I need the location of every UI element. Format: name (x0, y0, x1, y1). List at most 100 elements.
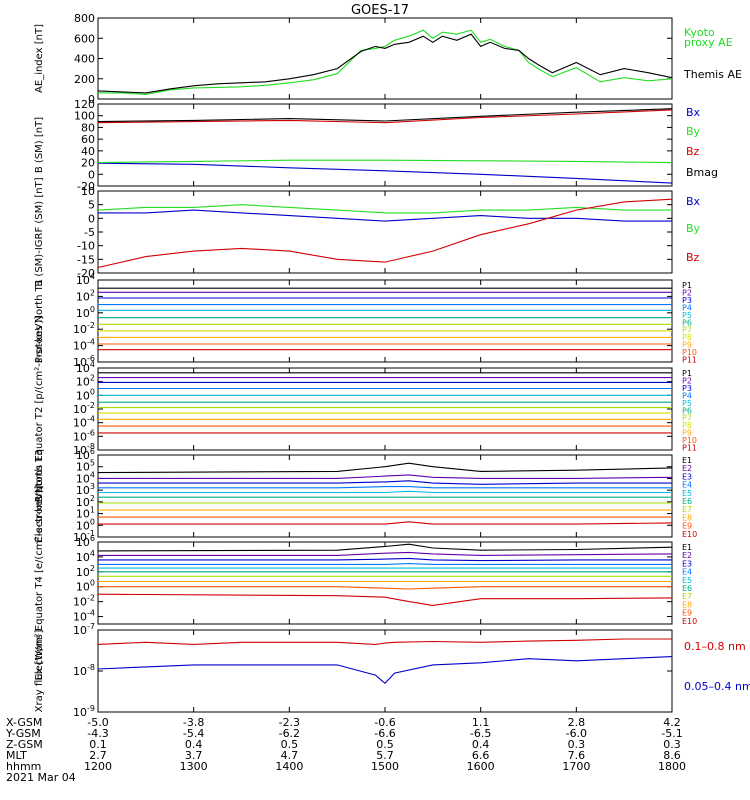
y-tick-label: 102 (76, 564, 95, 579)
legend-label: P10 (682, 436, 697, 445)
legend-label: E6 (682, 584, 692, 593)
panel-frame (97, 103, 673, 187)
x-axis-value: 2.8 (568, 716, 586, 729)
y-tick-label: 104 (76, 272, 95, 287)
series-line-e1 (97, 462, 673, 474)
y-tick-label: 0 (88, 212, 95, 225)
y-axis-label: B (SM) [nT] (34, 117, 45, 173)
legend-label: E8 (682, 600, 692, 609)
legend-label: E2 (682, 464, 692, 473)
legend-label: P2 (682, 376, 692, 385)
y-tick-label: 0 (88, 168, 95, 181)
y-tick-label: -20 (77, 267, 95, 280)
y-tick-label: 106 (76, 534, 95, 549)
x-axis-value: 1300 (180, 760, 208, 773)
y-axis-label: B (SM)-IGRF (SM) [nT] (34, 177, 45, 286)
series-line-e1 (97, 543, 673, 552)
x-axis-value: -6.2 (279, 727, 300, 740)
legend-label: P9 (682, 341, 692, 350)
x-axis-value: 4.7 (281, 749, 299, 762)
legend-label: 0.1–0.8 nm (684, 640, 746, 653)
y-tick-label: 100 (76, 387, 95, 402)
legend-label: E10 (682, 530, 697, 539)
legend-label: 0.05–0.4 nm (684, 680, 750, 693)
panel-frame (97, 367, 673, 451)
panel-frame (97, 629, 673, 713)
series-line-e9 (98, 586, 672, 590)
x-axis-value: -5.1 (661, 727, 682, 740)
x-axis-value: 0.1 (89, 738, 107, 751)
x-axis-value: 1800 (658, 760, 686, 773)
y-tick-label: 103 (76, 482, 95, 497)
y-axis-label: Xray flux [W/m²] (34, 630, 45, 713)
y-tick-label: 10-1 (73, 529, 95, 544)
legend-label: Bmag (686, 166, 718, 179)
series-line-bz (97, 198, 673, 269)
y-tick-label: 102 (76, 494, 95, 509)
y-tick-label: -15 (77, 253, 95, 266)
legend-label: E6 (682, 497, 692, 506)
legend-label: Bz (686, 145, 700, 158)
y-tick-label: 10-2 (73, 321, 95, 336)
series-line-bx (98, 209, 672, 222)
legend-label: E9 (682, 522, 692, 531)
panel-frame (97, 190, 673, 274)
legend-label: P8 (682, 333, 692, 342)
legend-label: P6 (682, 318, 692, 327)
series-line-e3 (98, 557, 672, 562)
x-axis-value: 0.5 (376, 738, 394, 751)
legend-label: P1 (682, 281, 692, 290)
legend-label: Themis AE (683, 68, 742, 81)
x-axis-value: 1.1 (472, 716, 490, 729)
legend-label: P11 (682, 356, 697, 365)
x-axis-label-zgsm: Z-GSM (6, 738, 43, 751)
x-axis-value: -4.3 (87, 727, 108, 740)
series-line-bz (97, 109, 673, 124)
y-axis-label: Electrons North T3 (34, 449, 45, 542)
legend-label: By (686, 125, 701, 138)
y-tick-label: -20 (77, 180, 95, 193)
legend-label: P11 (682, 444, 697, 453)
legend-label: E4 (682, 481, 692, 490)
y-axis-label: AE_index [nT] (34, 24, 45, 93)
x-axis-value: 2.7 (89, 749, 107, 762)
series-line-e10 (98, 521, 673, 525)
x-axis-value: 1400 (275, 760, 303, 773)
x-axis-value: -6.6 (374, 727, 395, 740)
x-axis-value: 1700 (562, 760, 590, 773)
legend-label: P3 (682, 384, 692, 393)
x-axis-value: -0.6 (374, 716, 395, 729)
legend-label: E3 (682, 472, 692, 481)
legend-label: E3 (682, 559, 692, 568)
y-tick-label: 10-2 (73, 401, 95, 416)
y-tick-label: 10 (81, 185, 95, 198)
legend-label: P10 (682, 348, 697, 357)
legend-label: P5 (682, 311, 692, 320)
series-line-0-1-0-8-nm (97, 638, 672, 645)
series-line-kyoto-proxy-ae (98, 29, 673, 95)
y-axis-label: Electrons Equator T4 [e/(cm²-s-sr-keV)] (34, 485, 45, 680)
x-axis-table: X-GSM Y-GSM Z-GSM MLT hhmm 2021 Mar 04 -… (5, 716, 686, 784)
x-axis-value: 1200 (84, 760, 112, 773)
y-tick-label: 800 (74, 12, 95, 25)
x-axis-value: 4.2 (663, 716, 681, 729)
y-tick-label: -10 (77, 240, 95, 253)
series-line-themis-ae (97, 33, 673, 94)
y-tick-label: 100 (76, 305, 95, 320)
series-line-e5 (98, 490, 672, 494)
y-tick-label: 10-4 (73, 415, 95, 430)
y-axis-label: Protons Equator T2 [p/(cm²-s-sr-keV)] (34, 316, 45, 503)
x-axis-value: 0.3 (568, 738, 586, 751)
legend-label: Bx (686, 106, 701, 119)
y-tick-label: 104 (76, 360, 95, 375)
series-line-bmag (97, 108, 673, 123)
series-line-bx (97, 162, 673, 184)
x-axis-label-ygsm: Y-GSM (5, 727, 41, 740)
legend-label: P2 (682, 288, 692, 297)
y-tick-label: 80 (81, 121, 95, 134)
legend-label: P6 (682, 406, 692, 415)
